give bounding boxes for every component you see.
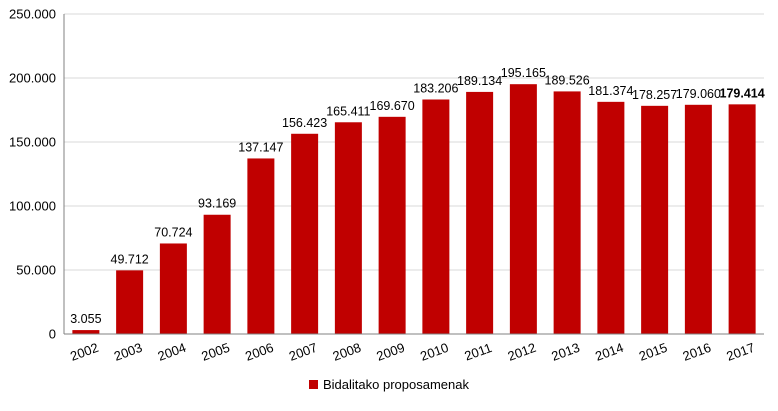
y-tick-label: 150.000 xyxy=(9,135,56,150)
bar xyxy=(684,104,712,335)
x-tick-label: 2005 xyxy=(199,340,231,364)
x-tick-label: 2010 xyxy=(418,340,450,364)
x-tick-label: 2014 xyxy=(593,340,625,364)
legend: Bidalitako proposamenak xyxy=(0,376,778,392)
x-tick-label: 2012 xyxy=(506,340,538,364)
y-tick-label: 0 xyxy=(49,327,56,342)
data-label: 70.724 xyxy=(154,225,192,239)
bar xyxy=(116,270,144,334)
x-tick-label: 2016 xyxy=(681,340,713,364)
bar xyxy=(203,214,231,334)
x-tick-label: 2004 xyxy=(156,340,188,364)
data-label: 189.526 xyxy=(545,73,590,87)
x-tick-label: 2013 xyxy=(549,340,581,364)
bar xyxy=(597,101,625,334)
bar xyxy=(641,105,669,334)
bar xyxy=(291,133,319,334)
y-tick-label: 50.000 xyxy=(16,263,56,278)
data-label: 93.169 xyxy=(198,197,236,211)
data-label: 178.257 xyxy=(632,88,677,102)
data-label: 49.712 xyxy=(111,252,149,266)
x-tick-label: 2011 xyxy=(462,340,493,364)
data-label: 3.055 xyxy=(70,312,101,326)
bar xyxy=(466,91,494,334)
x-tick-label: 2015 xyxy=(637,340,669,364)
bar xyxy=(378,116,406,334)
data-label: 183.206 xyxy=(413,81,458,95)
data-label: 156.423 xyxy=(282,116,327,130)
bar xyxy=(247,158,275,334)
data-label: 169.670 xyxy=(370,99,415,113)
x-tick-label: 2008 xyxy=(331,340,363,364)
data-label: 181.374 xyxy=(588,84,633,98)
y-tick-label: 200.000 xyxy=(9,71,56,86)
bar xyxy=(553,91,581,334)
legend-swatch xyxy=(309,380,318,390)
data-label: 195.165 xyxy=(501,66,546,80)
data-label: 165.411 xyxy=(326,104,370,118)
x-tick-label: 2006 xyxy=(243,340,275,364)
x-tick-label: 2003 xyxy=(112,340,144,364)
data-label: 137.147 xyxy=(238,140,283,154)
bar xyxy=(334,122,362,334)
x-tick-label: 2009 xyxy=(374,340,406,364)
x-tick-label: 2017 xyxy=(724,340,756,364)
data-label: 189.134 xyxy=(457,74,502,88)
y-tick-label: 100.000 xyxy=(9,199,56,214)
x-tick-label: 2002 xyxy=(68,340,100,364)
bar xyxy=(72,330,100,334)
x-tick-label: 2007 xyxy=(287,340,319,364)
bar xyxy=(509,84,537,334)
bar xyxy=(422,99,450,334)
data-label: 179.060 xyxy=(676,87,721,101)
bar xyxy=(159,243,187,334)
data-label: 179.414 xyxy=(720,86,765,100)
legend-label: Bidalitako proposamenak xyxy=(323,377,469,393)
bar xyxy=(728,104,756,334)
y-tick-label: 250.000 xyxy=(9,7,56,22)
